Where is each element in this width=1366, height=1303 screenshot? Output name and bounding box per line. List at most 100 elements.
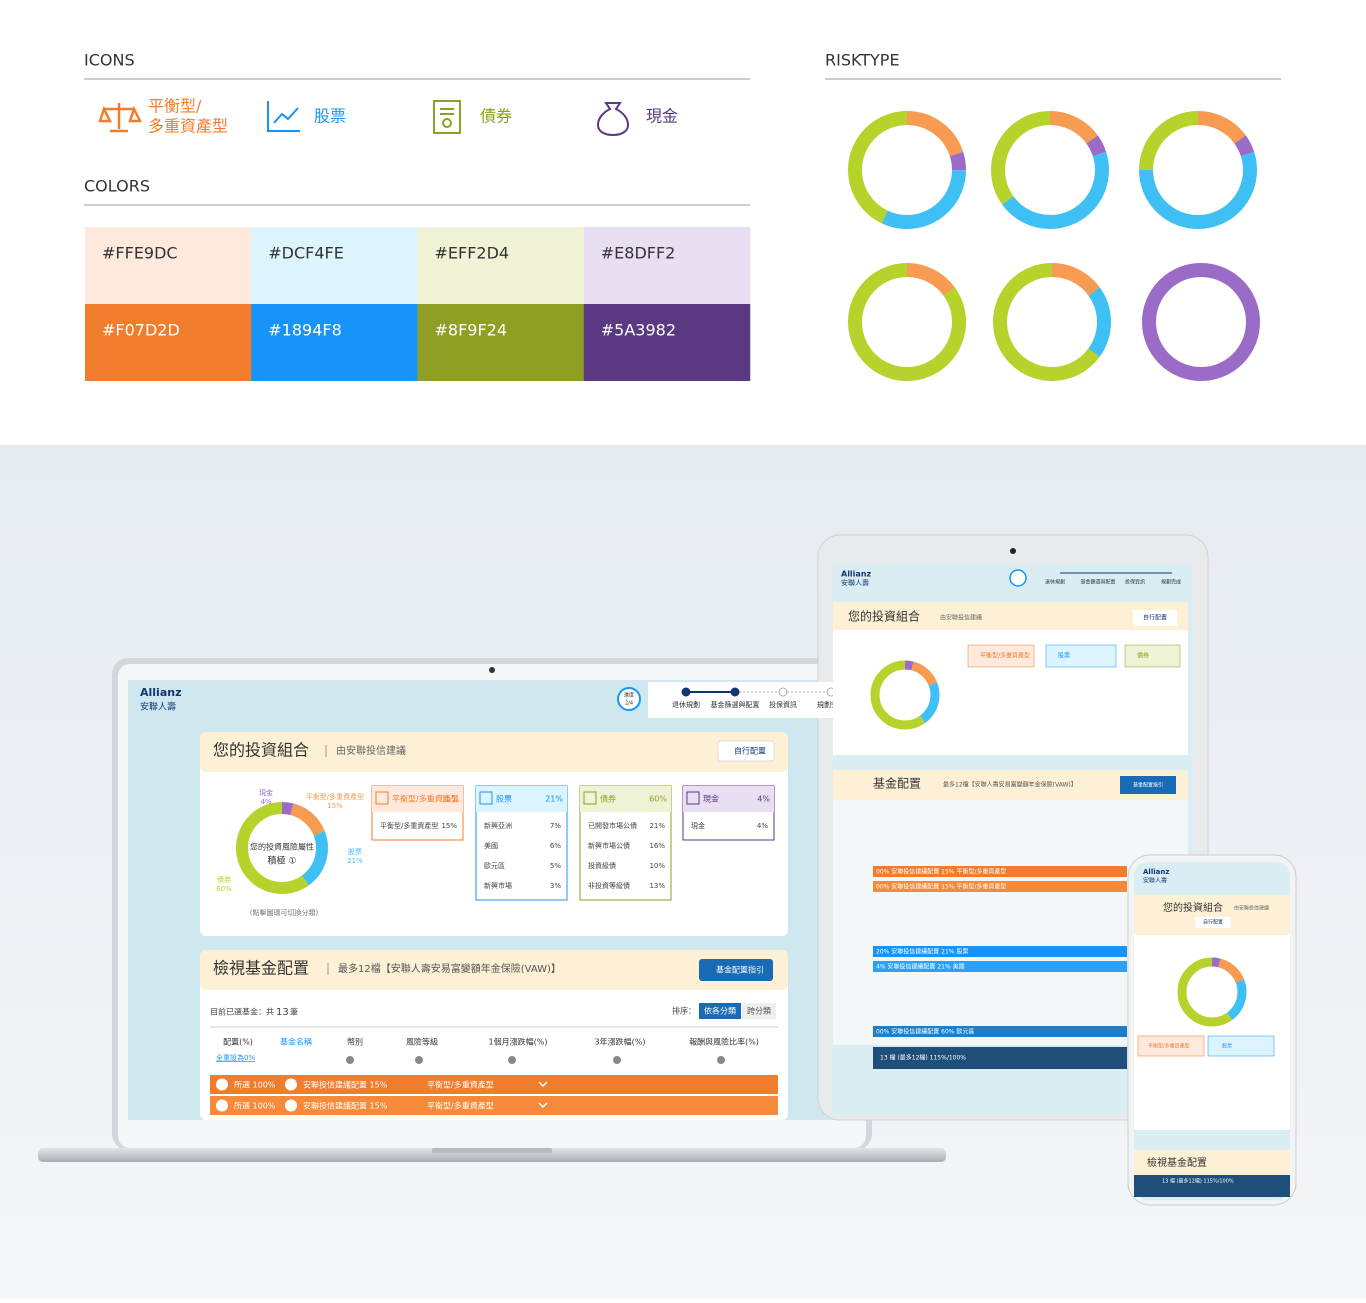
label: 10% <box>649 862 665 870</box>
category-header <box>476 786 567 812</box>
label: 2/4 <box>625 701 633 707</box>
icon <box>433 100 461 134</box>
button-label: 自行配置 <box>1203 919 1223 926</box>
swatch-label: #DCF4FE <box>268 244 344 263</box>
swatch-label: #FFE9DC <box>102 244 178 263</box>
color-swatch <box>583 227 751 304</box>
label: 15% <box>441 822 457 830</box>
button[interactable] <box>699 959 773 981</box>
label: 非投資等級債 <box>588 881 630 890</box>
label: 13 <box>276 1007 289 1018</box>
button[interactable] <box>717 740 775 762</box>
category-header <box>1207 1035 1275 1057</box>
icon-label: 現金 <box>646 107 678 126</box>
stepper <box>648 682 858 718</box>
label: 安聯投信建議配置 15% <box>303 1101 388 1111</box>
label: 美國 <box>484 841 498 850</box>
legend-label: 現金 <box>259 788 273 797</box>
card-header <box>1134 895 1290 935</box>
column-header: 幣別 <box>347 1037 363 1047</box>
donut-segment <box>991 111 1109 229</box>
column-header: 報酬與風險比率(%) <box>689 1037 759 1047</box>
fund-row <box>210 1075 778 1094</box>
category-header <box>967 644 1035 668</box>
fund-row <box>210 1096 778 1115</box>
category-header <box>1124 644 1181 668</box>
donut-segment <box>1139 111 1257 229</box>
avatar <box>216 1078 228 1091</box>
label: 排序： <box>672 1006 696 1016</box>
icon-label: 多重資產型 <box>148 117 228 136</box>
icon <box>98 103 143 133</box>
label: 由安聯投信建議 <box>1234 905 1269 912</box>
value-label: 21% <box>347 857 363 865</box>
label: 跨分類 <box>747 1006 771 1016</box>
label: 13% <box>649 882 665 890</box>
button[interactable] <box>1120 776 1176 794</box>
icon <box>440 108 454 115</box>
color-swatch <box>583 304 751 381</box>
avatar <box>285 1078 297 1091</box>
category-header <box>683 786 774 812</box>
label: 現金 <box>691 821 705 830</box>
donut-segment <box>848 111 966 229</box>
card-header <box>833 602 1188 630</box>
section-heading: ICONS <box>84 51 135 70</box>
swatch-label: #E8DFF2 <box>601 244 676 263</box>
swatch-label: #1894F8 <box>268 321 342 340</box>
step-label: 規劃完成 <box>817 700 845 709</box>
fund-row <box>873 866 1127 877</box>
fund-row <box>873 1026 1127 1037</box>
label: 新興市場公債 <box>588 841 630 850</box>
card-title: 基金配置 <box>873 776 921 791</box>
label: 新興亞洲 <box>484 821 512 830</box>
brand: 安聯人壽 <box>1143 877 1167 885</box>
reset-link[interactable]: 全重設為0% <box>216 1053 255 1062</box>
info-icon <box>508 1056 516 1064</box>
label: 所選 100% <box>234 1101 276 1111</box>
avatar <box>216 1099 228 1112</box>
label: 4% 安聯投信建議配置 21% 美國 <box>876 963 965 971</box>
column-header: 3年漲跌幅(%) <box>595 1037 646 1047</box>
step-label: 退休規劃 <box>1045 579 1065 586</box>
swatch-label: #8F9F24 <box>435 321 508 340</box>
sort-option[interactable] <box>699 1003 741 1019</box>
swatch-label: #F07D2D <box>102 321 180 340</box>
step-label: 規劃完成 <box>1161 579 1181 586</box>
donut-segment <box>870 660 940 730</box>
button[interactable] <box>1195 917 1231 928</box>
category-name: 平衡型/多重資產型 <box>392 794 459 804</box>
swatch-label: #EFF2D4 <box>435 244 510 263</box>
step-label: 投保資訊 <box>1125 579 1145 586</box>
donut-segment <box>870 660 940 730</box>
brand: 安聯人壽 <box>841 578 869 587</box>
chevron <box>538 1102 548 1109</box>
progress-badge <box>617 687 641 711</box>
icon <box>267 101 300 132</box>
label: 00% 安聯投信建議配置 15% 平衡型/多重資產型 <box>876 868 1006 876</box>
category-name: 股票 <box>496 795 512 804</box>
step-dot <box>778 687 788 697</box>
label: 您的投資風險屬性 <box>250 842 314 852</box>
color-swatch <box>251 227 418 304</box>
category-name: 債券 <box>600 794 616 804</box>
card-title: 檢視基金配置 <box>213 959 309 978</box>
donut-segment <box>848 111 966 229</box>
chevron <box>538 1081 548 1088</box>
donut-segment <box>1142 263 1260 381</box>
fund-row <box>873 946 1127 957</box>
label: 6% <box>550 842 561 850</box>
sort-option[interactable] <box>742 1003 776 1019</box>
button[interactable] <box>1133 610 1177 626</box>
brand: 安聯人壽 <box>140 701 176 713</box>
donut-segment <box>1177 957 1247 1027</box>
button-label: 基金配置指引 <box>1133 782 1163 789</box>
color-swatch <box>85 227 252 304</box>
column-header: 1個月漲跌幅(%) <box>489 1037 548 1047</box>
label: 平衡型/多重資產型 <box>427 1080 494 1090</box>
donut-segment <box>993 263 1111 381</box>
brand: Allianz <box>140 686 181 699</box>
label: 新興市場 <box>484 881 512 890</box>
